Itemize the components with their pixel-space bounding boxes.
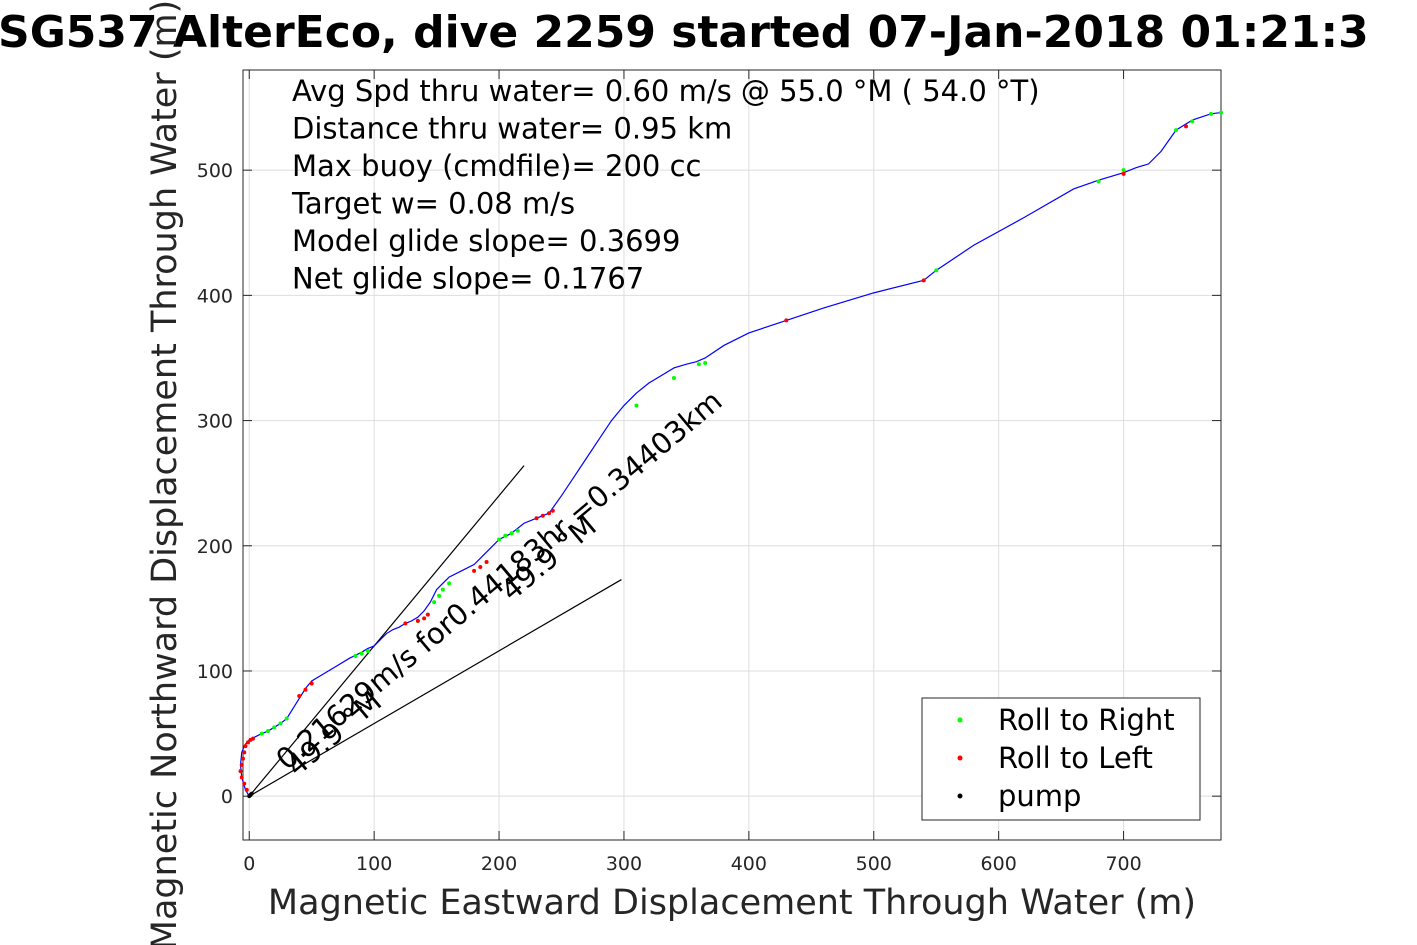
y-tick-label: 500 <box>197 160 233 182</box>
data-point <box>415 618 420 623</box>
data-point <box>1121 168 1126 173</box>
data-point <box>550 508 555 513</box>
data-point <box>503 533 508 538</box>
data-point <box>278 721 283 726</box>
data-point <box>1209 111 1214 116</box>
data-point <box>403 621 408 626</box>
legend-entry: pump <box>998 779 1081 813</box>
plot-frame <box>242 69 1222 841</box>
x-tick-label: 500 <box>856 853 892 875</box>
y-tick-label: 100 <box>197 661 233 683</box>
grid <box>243 70 1221 840</box>
data-point <box>440 587 445 592</box>
data-point <box>784 318 789 323</box>
data-point <box>540 513 545 518</box>
info-line: Max buoy (cmdfile)= 200 cc <box>292 149 701 183</box>
data-point <box>921 278 926 283</box>
data-point <box>437 593 442 598</box>
data-point <box>242 781 247 786</box>
data-point <box>238 769 243 774</box>
y-axis-label: Magnetic Northward Displacement Through … <box>145 0 185 945</box>
x-tick-label: 700 <box>1105 853 1141 875</box>
x-tick-label: 100 <box>356 853 392 875</box>
data-point <box>634 403 639 408</box>
info-line: Avg Spd thru water= 0.60 m/s @ 55.0 °M (… <box>292 74 1040 108</box>
y-tick-label: 200 <box>197 536 233 558</box>
info-box: Avg Spd thru water= 0.60 m/s @ 55.0 °M (… <box>291 74 1040 296</box>
data-point <box>243 744 248 749</box>
data-point <box>284 716 289 721</box>
data-point <box>497 537 502 542</box>
data-point <box>425 612 430 617</box>
legend-marker <box>957 755 963 761</box>
data-point <box>1096 179 1101 184</box>
x-tick-label: 400 <box>731 853 767 875</box>
data-point <box>245 740 250 745</box>
y-tick-label: 400 <box>197 285 233 307</box>
data-point <box>297 694 302 699</box>
current-line <box>248 465 525 797</box>
data-point <box>671 376 676 380</box>
data-point <box>447 581 452 586</box>
axis-ticks: 0 100 200 300 400 500 600 700 0 100 200 300 400 500 <box>197 70 1221 875</box>
data-point <box>484 560 489 565</box>
info-line: Net glide slope= 0.1767 <box>292 262 644 296</box>
data-point <box>509 531 514 536</box>
data-point <box>703 360 708 365</box>
data-point <box>472 568 477 573</box>
data-point <box>1219 110 1223 115</box>
current-line <box>248 579 622 797</box>
data-point <box>242 750 247 755</box>
data-point <box>515 528 520 533</box>
x-axis-label: Magnetic Eastward Displacement Through W… <box>268 883 1196 923</box>
data-point <box>249 791 254 796</box>
data-point <box>353 653 358 658</box>
legend-marker <box>957 793 963 799</box>
legend-box <box>921 697 1201 821</box>
data-point <box>241 756 245 761</box>
legend-marker <box>957 717 963 723</box>
data-point <box>359 651 364 656</box>
data-point <box>534 516 539 521</box>
data-point <box>239 762 244 767</box>
data-point <box>422 616 427 621</box>
data-point <box>265 729 270 734</box>
legend-entry: Roll to Left <box>998 741 1153 775</box>
data-point <box>365 648 370 653</box>
x-tick-label: 600 <box>981 853 1017 875</box>
data-point <box>547 511 552 516</box>
chart-title: SG537 AlterEco, dive 2259 started 07-Jan… <box>0 7 1369 58</box>
series-layer <box>238 110 1223 799</box>
legend: Roll to Right Roll to Left pump <box>921 697 1201 821</box>
info-line: Target w= 0.08 m/s <box>291 187 575 221</box>
data-point <box>239 775 244 780</box>
info-line: Distance thru water= 0.95 km <box>292 112 732 146</box>
x-tick-label: 200 <box>481 853 517 875</box>
legend-entry: Roll to Right <box>998 703 1175 737</box>
data-point <box>1121 171 1126 176</box>
data-point <box>303 687 308 692</box>
info-line: Model glide slope= 0.3699 <box>292 224 680 258</box>
data-point <box>250 736 255 741</box>
data-point <box>1190 119 1195 124</box>
current-lines <box>248 465 622 797</box>
data-point <box>272 725 277 730</box>
y-tick-label: 300 <box>197 411 233 433</box>
data-point <box>259 731 264 736</box>
y-tick-label: 0 <box>221 786 233 808</box>
data-point <box>432 600 437 605</box>
x-tick-label: 0 <box>243 853 255 875</box>
data-point <box>696 362 701 367</box>
data-point <box>309 681 314 686</box>
data-point <box>1184 124 1189 129</box>
x-tick-label: 300 <box>606 853 642 875</box>
data-point <box>934 268 939 273</box>
data-point <box>1174 128 1179 133</box>
data-point <box>244 787 249 792</box>
data-point <box>478 565 483 570</box>
